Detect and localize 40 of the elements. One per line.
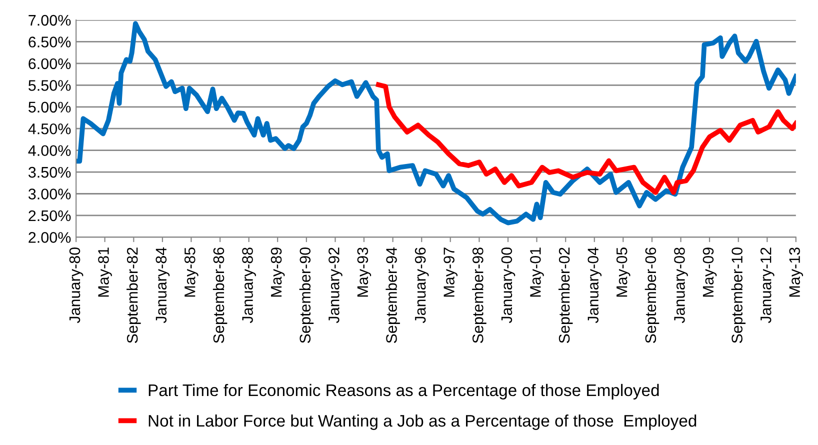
legend-label: Not in Labor Force but Wanting a Job as a Percentage of those Employed	[148, 414, 696, 430]
x-tick-label: January-92	[328, 248, 342, 324]
y-tick-label: 5.50%	[28, 80, 71, 91]
x-tick-label: September-10	[731, 247, 746, 344]
x-tick-label: September-94	[386, 247, 400, 344]
x-tick-label: January-12	[760, 248, 774, 324]
x-tick-label: January-96	[414, 248, 429, 324]
y-tick-label: 4.50%	[28, 123, 71, 134]
x-tick-label: May-05	[616, 248, 630, 297]
y-tick-label: 2.00%	[28, 232, 71, 243]
x-tick-label: September-98	[472, 248, 486, 344]
x-tick-label: September-86	[212, 248, 228, 344]
legend-label: Part Time for Economic Reasons as a Percentage of those Employed	[148, 384, 659, 400]
x-tick-label: May-85	[184, 248, 198, 297]
x-tick-label: January-80	[69, 248, 84, 324]
y-tick-label: 2.50%	[28, 210, 71, 222]
y-tick-label: 3.50%	[28, 166, 71, 178]
x-tick-label: January-88	[242, 248, 256, 324]
x-tick-label: September-02	[558, 248, 573, 344]
y-tick-label: 6.00%	[28, 58, 71, 70]
y-tick-label: 6.50%	[28, 36, 71, 48]
y-tick-label: 5.00%	[28, 102, 71, 113]
x-tick-label: May-97	[444, 248, 458, 297]
y-tick-label: 3.00%	[28, 188, 71, 200]
x-tick-label: May-13	[789, 248, 804, 297]
x-tick-label: January-84	[156, 247, 170, 324]
x-tick-label: September-82	[126, 248, 141, 344]
y-tick-label: 4.00%	[28, 145, 71, 156]
x-tick-label: January-00	[501, 248, 516, 324]
y-tick-label: 7.00%	[28, 14, 71, 26]
x-tick-label: May-89	[270, 248, 285, 297]
x-tick-label: May-93	[357, 248, 372, 297]
x-tick-label: May-09	[702, 248, 717, 297]
x-tick-label: January-04	[588, 247, 602, 324]
x-tick-label: January-08	[674, 248, 688, 324]
x-tick-label: May-01	[530, 248, 544, 297]
x-tick-label: May-81	[98, 248, 112, 297]
x-tick-label: September-06	[644, 248, 660, 344]
line-series	[376, 82, 796, 195]
x-tick-label: September-90	[299, 247, 314, 344]
